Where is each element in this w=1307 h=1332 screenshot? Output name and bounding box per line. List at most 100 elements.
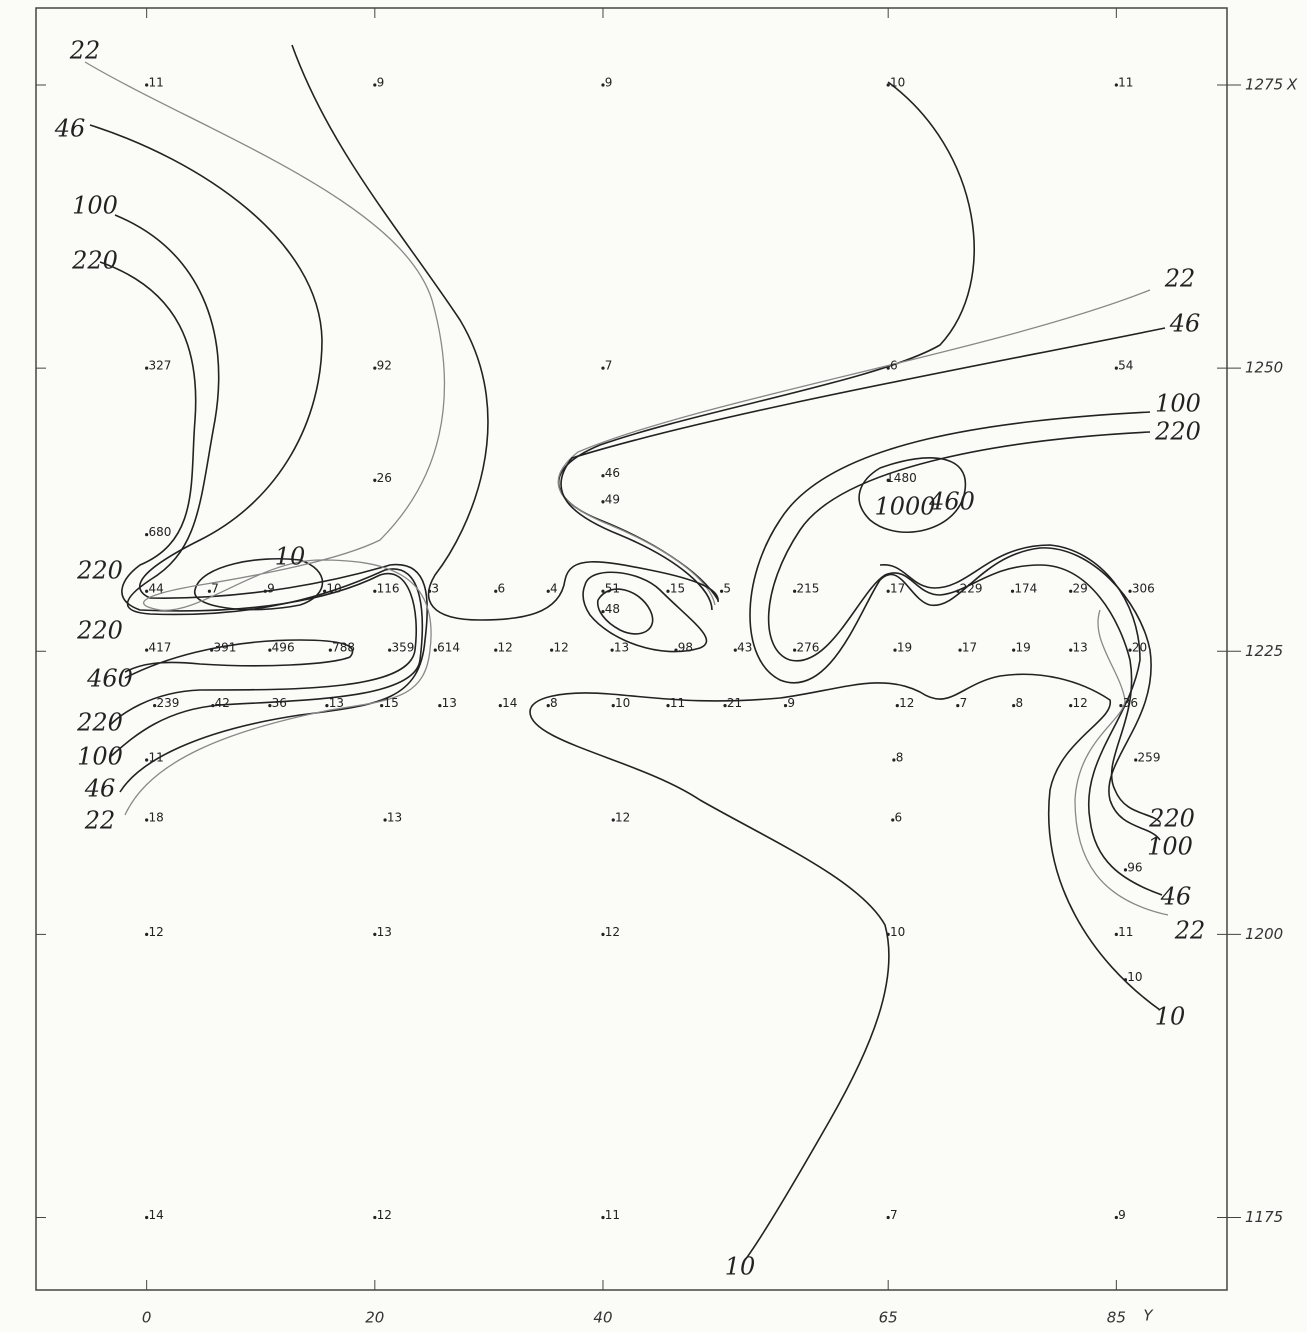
data-label: .11: [666, 696, 685, 710]
data-label: .21: [723, 696, 742, 710]
contour-line: [530, 674, 1160, 1260]
contour-line: [558, 290, 1150, 605]
data-label: .7: [207, 582, 218, 596]
data-label: .19: [1012, 641, 1031, 655]
data-label: .36: [1119, 696, 1138, 710]
data-label: .92: [373, 359, 392, 373]
data-label: .11: [1114, 76, 1133, 90]
contour-label: 220: [71, 247, 118, 275]
data-label: .8: [892, 750, 903, 764]
data-label: .306: [1128, 582, 1155, 596]
data-label: .98: [674, 641, 693, 655]
data-label: .17: [886, 582, 905, 596]
data-label: .12: [895, 696, 914, 710]
data-label: .17: [958, 641, 977, 655]
data-label: .3: [428, 582, 439, 596]
data-label: .46: [601, 466, 620, 480]
data-label: .44: [145, 582, 164, 596]
data-label: .36: [268, 696, 287, 710]
data-label: .11: [1114, 925, 1133, 939]
contour-label: 22: [69, 37, 101, 65]
data-label: .327: [145, 359, 172, 373]
contour-label: 220: [1154, 418, 1201, 446]
contour-label: 100: [72, 192, 118, 220]
data-label: .116: [373, 582, 400, 596]
data-label: .10: [323, 582, 342, 596]
data-label: .788: [328, 641, 355, 655]
data-label: .10: [886, 925, 905, 939]
x-axis-label: Y: [1143, 1307, 1154, 1325]
data-label: .11: [145, 750, 164, 764]
contour-label: 460: [86, 665, 133, 693]
data-label: .12: [611, 811, 630, 825]
data-label: .18: [145, 811, 164, 825]
contour-label: 46: [84, 775, 116, 803]
data-label: .11: [601, 1208, 620, 1222]
data-label: .7: [956, 696, 967, 710]
y-tick-label: 1275: [1245, 76, 1283, 94]
x-tick-label: 40: [593, 1309, 612, 1327]
data-label: .15: [380, 696, 399, 710]
contour-line: [559, 82, 975, 600]
data-label: .54: [1114, 359, 1133, 373]
data-label: .215: [793, 582, 820, 596]
data-label: .11: [145, 76, 164, 90]
contour-label: 46: [54, 115, 86, 143]
x-tick-label: 20: [365, 1309, 384, 1327]
data-label: .43: [733, 641, 752, 655]
data-label: .8: [546, 696, 557, 710]
data-label: .9: [373, 76, 384, 90]
data-label: .12: [145, 925, 164, 939]
data-label: .19: [893, 641, 912, 655]
contour-label: 220: [76, 617, 123, 645]
x-tick-label: 0: [142, 1309, 152, 1327]
data-label: .12: [550, 641, 569, 655]
data-label: .174: [1011, 582, 1038, 596]
data-label: .48: [601, 602, 620, 616]
contour-label: 22: [1164, 265, 1196, 293]
contour-label: 100: [77, 743, 123, 771]
data-label: .359: [388, 641, 415, 655]
data-label: .5: [720, 582, 731, 596]
data-label: .4: [546, 582, 557, 596]
data-label: 1480: [886, 471, 917, 485]
data-label: .229: [956, 582, 983, 596]
contour-label: 10: [1155, 1003, 1186, 1031]
data-label: .13: [438, 696, 457, 710]
data-label: .12: [494, 641, 513, 655]
contour-label: 10: [275, 543, 306, 571]
data-label: .12: [373, 1208, 392, 1222]
data-label: .391: [210, 641, 237, 655]
data-label: .9: [263, 582, 274, 596]
data-label: .49: [601, 492, 620, 506]
y-tick-label: 1250: [1245, 359, 1283, 377]
x-tick-label: 85: [1107, 1309, 1126, 1327]
data-label: .12: [1069, 696, 1088, 710]
data-label: .10: [1123, 970, 1142, 984]
data-label: .417: [145, 641, 172, 655]
data-label: .496: [268, 641, 295, 655]
contour-label: 100: [1155, 390, 1201, 418]
data-label: .42: [211, 696, 230, 710]
contour-line: [880, 545, 1162, 895]
contour-label: 22: [1174, 917, 1206, 945]
data-label: .7: [886, 1208, 897, 1222]
data-label: .26: [373, 471, 392, 485]
contour-label: 220: [76, 557, 123, 585]
contour-label: 22: [84, 807, 116, 835]
data-label: .7: [601, 359, 612, 373]
contour-label: 460: [928, 488, 975, 516]
data-label: .13: [610, 641, 629, 655]
contour-label: 46: [1169, 310, 1201, 338]
data-label: .6: [886, 359, 897, 373]
data-label: .12: [601, 925, 620, 939]
data-label: .239: [153, 696, 180, 710]
data-label: .259: [1134, 750, 1161, 764]
chart: 020406585Y11751200122512501275X.11.9.9.1…: [0, 0, 1307, 1332]
contour-line: [561, 328, 1165, 610]
data-label: .614: [433, 641, 460, 655]
data-label: .29: [1069, 582, 1088, 596]
data-label: .276: [793, 641, 820, 655]
data-label: .9: [601, 76, 612, 90]
data-label: .14: [145, 1208, 164, 1222]
